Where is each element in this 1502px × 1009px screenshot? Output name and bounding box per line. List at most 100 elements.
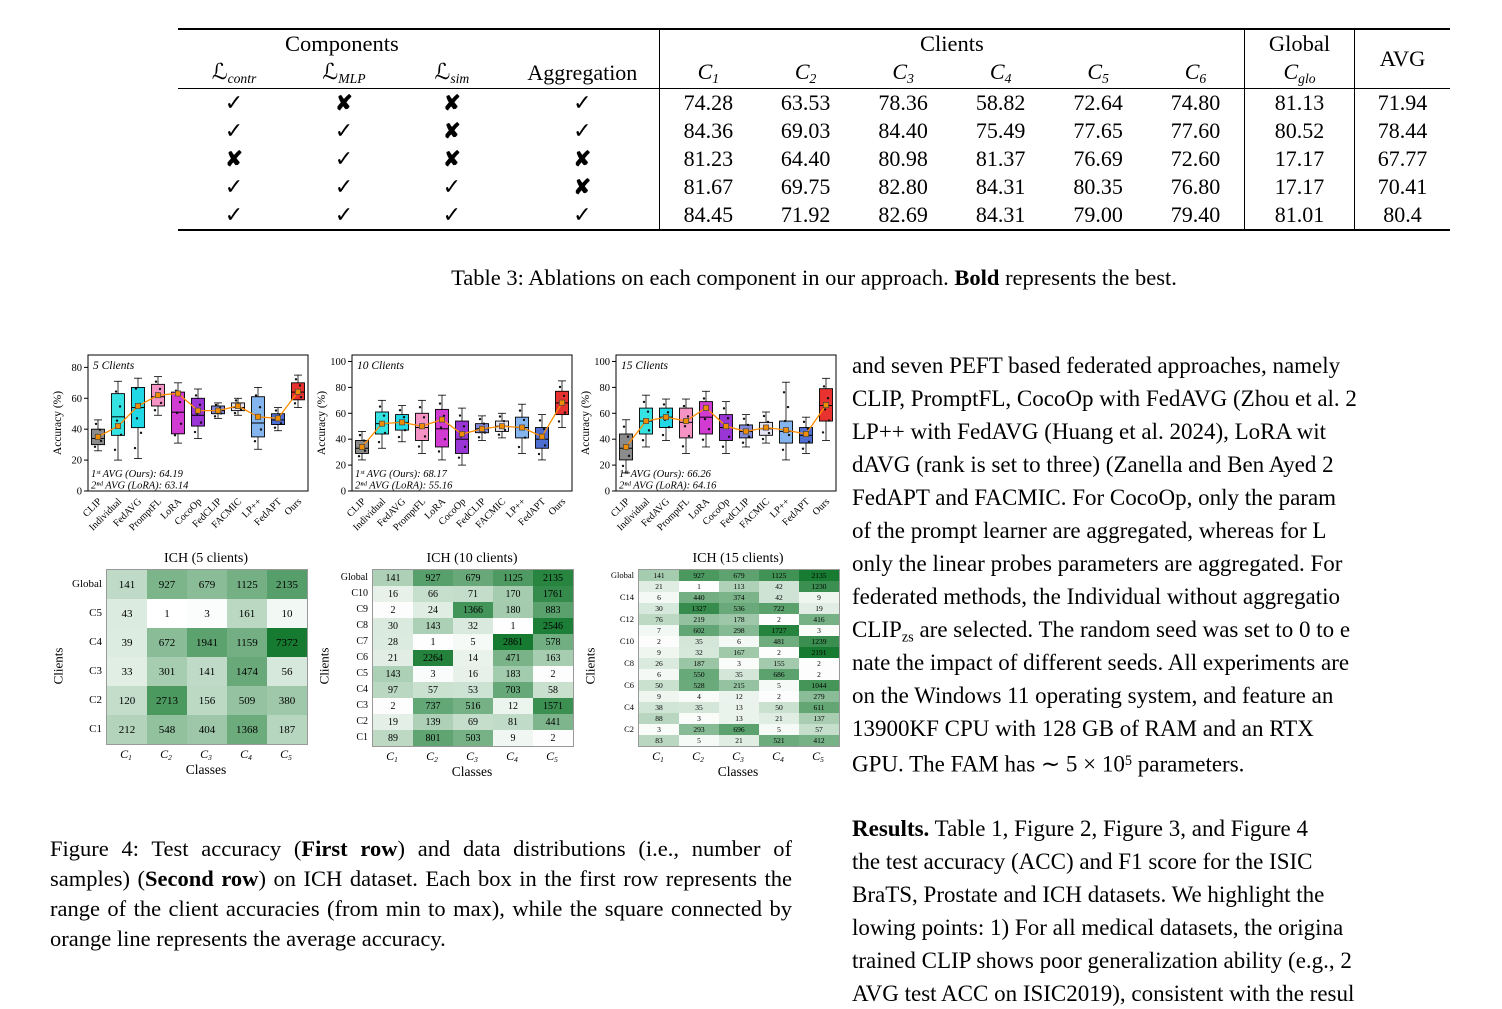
- accuracy-value: 71.92: [780, 202, 831, 228]
- average-marker: [643, 418, 649, 425]
- heatmap-cell: 97: [373, 682, 413, 699]
- math-subscript: 3: [208, 753, 212, 763]
- heatmap-cell: 7: [639, 625, 679, 637]
- row-label: C6: [356, 651, 368, 663]
- accuracy-value: 69.75: [780, 174, 831, 200]
- components-group-header: Components: [285, 31, 399, 56]
- row-labels: Global C14 C12 C10 C8 C6 C4 C2: [598, 569, 636, 747]
- math-subscript: 3: [474, 755, 478, 765]
- average-marker: [255, 413, 261, 420]
- text-segment: and seven PEFT based federated approache…: [852, 353, 1341, 379]
- row-label: Global: [72, 577, 102, 590]
- ablation-row: ✓ ✘ ✘ ✓ 74.28 63.53 78.36 58.82 72.64 74.80 81.13 7…: [178, 88, 1450, 118]
- average-marker: [623, 444, 629, 450]
- avg-accuracy-value: 71.94: [1353, 88, 1450, 118]
- x-tick-label: Ours: [547, 496, 569, 518]
- heatmap-main: ICH (15 clients) Global C14 C12 C10 C8 C6 C4 C2 1…: [598, 551, 840, 780]
- heatmap-cell: 3: [413, 666, 453, 683]
- data-point: [194, 394, 198, 397]
- table3-caption: Table 3: Ablations on each component in …: [178, 265, 1450, 291]
- heatmap-cell: 178: [719, 614, 759, 626]
- heatmap-cell: 927: [147, 570, 187, 600]
- heatmap-cell: 170: [493, 586, 533, 603]
- data-point: [767, 432, 771, 435]
- average-marker: [419, 423, 425, 430]
- text-segment: Results.: [852, 816, 930, 842]
- check-mark: ✓: [573, 202, 592, 228]
- text-segment: FedAPT and FACMIC. For CocoOp, only the …: [852, 485, 1337, 511]
- heatmap-cell: 141: [373, 570, 413, 587]
- math-subscript: 4: [248, 753, 252, 763]
- cross-mark: ✘: [335, 90, 353, 115]
- math-subscript: contr: [227, 71, 257, 87]
- y-tick-label: 0: [605, 487, 610, 498]
- text-segment: zs: [901, 629, 914, 646]
- text-segment: 13900KF CPU with 128 GB of RAM and an RT…: [852, 716, 1314, 742]
- data-point: [382, 414, 386, 417]
- row-labels: Global C10 C9 C8 C7 C6 C5 C4 C3 C2 C1: [332, 569, 370, 747]
- heatmap-cell: 927: [413, 570, 453, 587]
- text-line: trained CLIP shows poor generalization a…: [852, 944, 1502, 977]
- heatmap-cell: 42: [759, 581, 799, 593]
- text-line: BraTS, Prostate and ICH datasets. We hig…: [852, 878, 1502, 911]
- heatmap-cell: 155: [759, 658, 799, 670]
- heatmap-cell: 5: [759, 724, 799, 736]
- data-point: [362, 439, 366, 442]
- math-symbol: C: [732, 749, 741, 764]
- class-label: C2: [146, 747, 186, 762]
- math-symbol: C: [240, 747, 249, 762]
- plot-title: 15 Clients: [621, 360, 668, 372]
- text-segment: only the linear probes parameters are ag…: [852, 551, 1343, 577]
- loss-col-header: ℒsim: [398, 58, 506, 89]
- y-tick-label: 40: [336, 435, 347, 446]
- data-point: [538, 419, 542, 422]
- row-label: C5: [89, 606, 102, 619]
- figure4-caption: Figure 4: Test accuracy (First row) and …: [50, 834, 792, 954]
- heatmap-cell: 672: [147, 628, 187, 658]
- client-col-header: C2: [757, 58, 855, 89]
- heatmap-cell: 12: [719, 691, 759, 703]
- average-marker: [763, 424, 769, 431]
- math-symbol: C: [506, 749, 515, 764]
- heatmap-cell: 9: [799, 592, 839, 604]
- math-symbol: C: [466, 749, 475, 764]
- client-col-header: C1: [658, 58, 757, 89]
- data-point: [562, 394, 566, 398]
- data-point: [114, 390, 118, 393]
- heatmap-cell: 28: [373, 634, 413, 651]
- heatmap-cell: 6: [639, 592, 679, 604]
- heatmap-cell: 1125: [759, 570, 799, 582]
- average-marker: [479, 425, 485, 432]
- check-mark: ✓: [224, 174, 244, 200]
- average-marker: [703, 404, 709, 411]
- row-label: C7: [356, 635, 368, 647]
- data-point: [782, 391, 786, 394]
- row-label: Global: [340, 571, 368, 583]
- check-mark: ✓: [334, 146, 354, 172]
- heatmap-cell: 43: [107, 599, 147, 629]
- row-label: C5: [356, 667, 368, 679]
- heatmap-cell: 279: [799, 691, 839, 703]
- row-label: C10: [351, 587, 368, 599]
- text-segment: AVG test ACC on ISIC2019), consistent wi…: [852, 981, 1355, 1007]
- heatmap-cell: 9: [493, 730, 533, 747]
- heatmap-cell: 2: [373, 602, 413, 619]
- heatmap-cell: 722: [759, 603, 799, 615]
- avg-accuracy-value: 70.41: [1353, 173, 1450, 202]
- clients-axis-label: Clients: [582, 551, 598, 780]
- math-subscript: 5: [1102, 71, 1109, 87]
- class-labels: C1 C2 C3 C4 C5: [638, 749, 840, 764]
- heatmap-cell: 1044: [799, 680, 839, 692]
- heatmap-cell: 39: [107, 628, 147, 658]
- data-point: [667, 426, 671, 429]
- class-label: C4: [226, 747, 266, 762]
- heatmap-cell: 1230: [799, 581, 839, 593]
- math-subscript: 5: [554, 755, 558, 765]
- avg-accuracy-value: 78.44: [1353, 117, 1450, 146]
- row-label: [598, 646, 636, 657]
- avg-header: AVG: [1353, 29, 1450, 89]
- heatmap-cell: 1327: [679, 603, 719, 615]
- heatmap-cell: 679: [187, 570, 227, 600]
- heatmap-cell: 2135: [267, 570, 307, 600]
- annotation-first: 1ˢᵗ AVG (Ours): 64.19: [91, 469, 184, 480]
